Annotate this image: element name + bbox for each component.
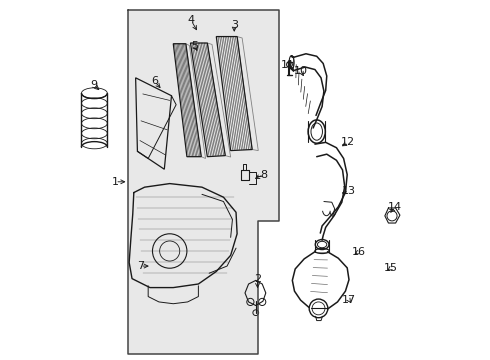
Text: 10: 10 [294, 66, 308, 76]
Polygon shape [128, 10, 279, 354]
Text: 6: 6 [151, 76, 158, 86]
Text: 16: 16 [352, 247, 366, 257]
Text: 9: 9 [90, 80, 97, 90]
Text: 8: 8 [260, 170, 267, 180]
Text: 11: 11 [281, 59, 295, 69]
Text: 17: 17 [342, 295, 356, 305]
Text: 3: 3 [231, 20, 238, 30]
Text: 7: 7 [137, 261, 144, 271]
Text: 4: 4 [188, 15, 195, 26]
Text: 1: 1 [112, 177, 119, 187]
Text: 12: 12 [341, 138, 355, 147]
Text: 2: 2 [254, 274, 261, 284]
Text: 14: 14 [388, 202, 402, 212]
Text: 15: 15 [384, 263, 398, 273]
Text: 13: 13 [342, 186, 356, 196]
Text: 5: 5 [191, 41, 198, 50]
